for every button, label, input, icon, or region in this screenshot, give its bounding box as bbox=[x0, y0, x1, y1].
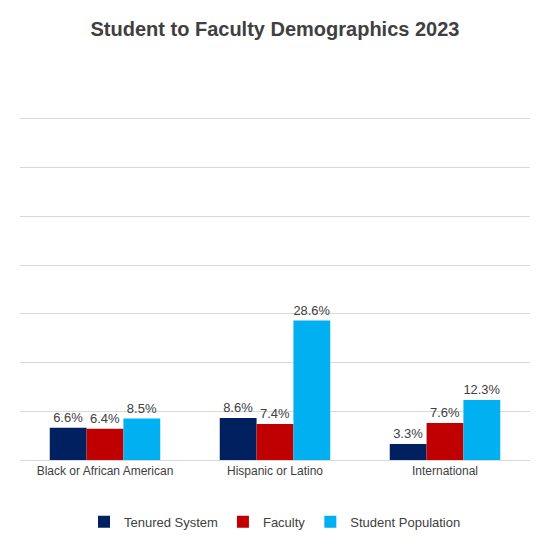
svg-text:28.6%: 28.6% bbox=[293, 303, 329, 318]
svg-text:Faculty: Faculty bbox=[263, 515, 305, 530]
svg-text:6.6%: 6.6% bbox=[53, 410, 83, 425]
svg-text:Student Population: Student Population bbox=[350, 515, 460, 530]
svg-text:8.5%: 8.5% bbox=[127, 401, 157, 416]
svg-text:Black or African American: Black or African American bbox=[37, 464, 174, 478]
svg-text:7.4%: 7.4% bbox=[260, 406, 290, 421]
svg-text:Student to Faculty Demographic: Student to Faculty Demographics 2023 bbox=[91, 18, 460, 40]
svg-text:Tenured System: Tenured System bbox=[124, 515, 218, 530]
svg-text:7.6%: 7.6% bbox=[430, 405, 460, 420]
svg-text:Hispanic or Latino: Hispanic or Latino bbox=[227, 464, 323, 478]
svg-text:3.3%: 3.3% bbox=[393, 426, 423, 441]
svg-text:8.6%: 8.6% bbox=[223, 400, 253, 415]
svg-text:12.3%: 12.3% bbox=[463, 382, 499, 397]
svg-text:International: International bbox=[412, 464, 478, 478]
svg-text:6.4%: 6.4% bbox=[90, 411, 120, 426]
